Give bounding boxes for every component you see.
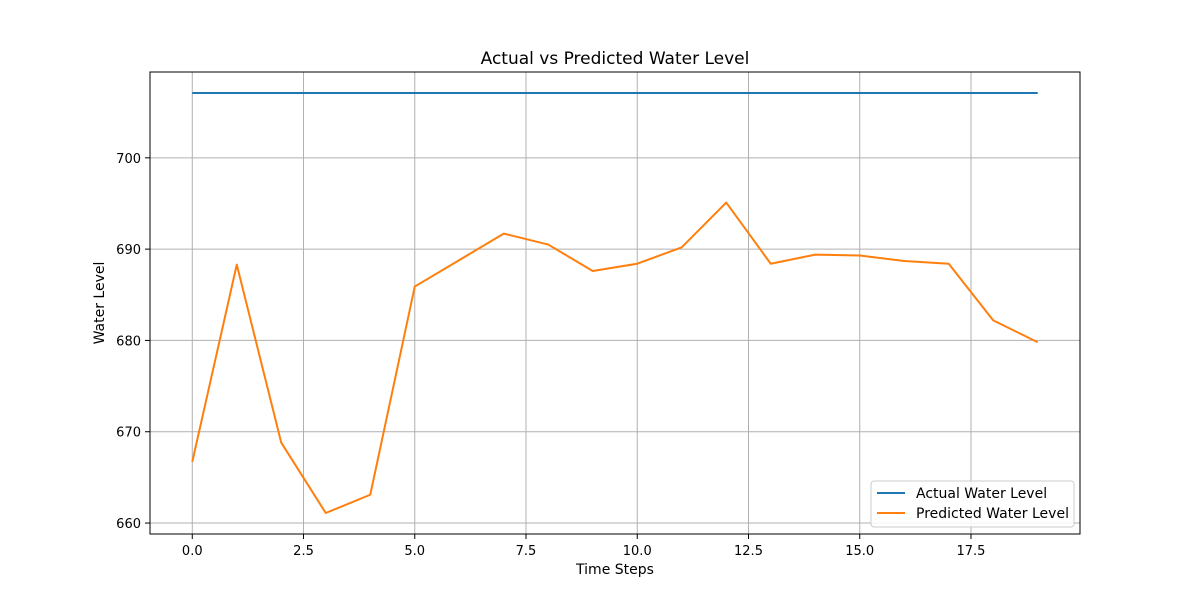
grid bbox=[150, 72, 1080, 534]
chart-title: Actual vs Predicted Water Level bbox=[481, 49, 750, 69]
y-tick-label: 680 bbox=[116, 334, 141, 349]
legend-items: Actual Water Level Predicted Water Level bbox=[877, 486, 1069, 522]
y-axis-label: Water Level bbox=[92, 262, 108, 345]
x-tick-label: 5.0 bbox=[404, 544, 425, 559]
x-tick-label: 0.0 bbox=[182, 544, 203, 559]
legend: Actual Water Level Predicted Water Level bbox=[870, 480, 1075, 528]
y-tick-label: 690 bbox=[116, 243, 141, 258]
y-tick-label: 660 bbox=[116, 517, 141, 532]
y-tick-label: 670 bbox=[116, 426, 141, 441]
x-tick-label: 2.5 bbox=[293, 544, 314, 559]
x-tick-label: 10.0 bbox=[623, 544, 652, 559]
series-layer bbox=[191, 92, 1039, 514]
x-tick-label: 7.5 bbox=[516, 544, 537, 559]
series-line-predicted-water-level bbox=[191, 201, 1039, 514]
legend-label-predicted-water-level: Predicted Water Level bbox=[916, 506, 1069, 522]
x-tick-label: 15.0 bbox=[845, 544, 874, 559]
y-tick-label: 700 bbox=[116, 152, 141, 167]
x-tick-label: 12.5 bbox=[734, 544, 763, 559]
x-axis-label: Time Steps bbox=[575, 562, 654, 578]
ticks: 0.0 2.5 5.0 7.5 10.0 12.5 15.0 17.5 660 670 680 690… bbox=[116, 152, 985, 559]
x-tick-label: 17.5 bbox=[957, 544, 986, 559]
legend-label-actual-water-level: Actual Water Level bbox=[916, 486, 1047, 502]
plot-area-frame bbox=[149, 71, 1081, 535]
legend-box bbox=[870, 480, 1075, 528]
